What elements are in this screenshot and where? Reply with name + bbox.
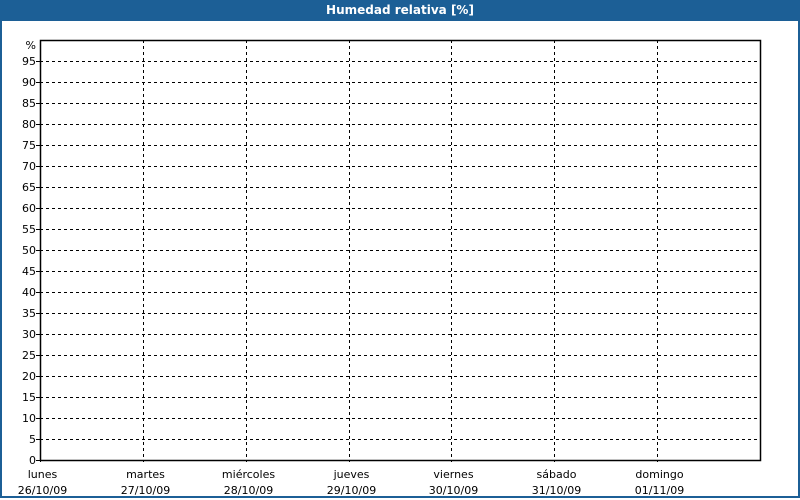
y-tick-label: 65 [22, 181, 36, 194]
y-tick-label: 85 [22, 97, 36, 110]
y-tick-label: 25 [22, 349, 36, 362]
x-tick-day-label: jueves [333, 468, 370, 481]
x-tick-day-label: lunes [28, 468, 58, 481]
y-tick-label: 15 [22, 391, 36, 404]
y-tick-label: 30 [22, 328, 36, 341]
y-tick-label: 60 [22, 202, 36, 215]
y-tick-label: 5 [29, 433, 36, 446]
x-tick-date-label: 26/10/09 [18, 484, 67, 497]
x-tick-day-label: miércoles [222, 468, 275, 481]
y-tick-label: 40 [22, 286, 36, 299]
plot-frame [39, 39, 762, 462]
y-tick-label: 20 [22, 370, 36, 383]
y-tick-label: 70 [22, 160, 36, 173]
x-tick-date-label: 30/10/09 [429, 484, 478, 497]
y-tick-label: 95 [22, 55, 36, 68]
y-tick-label: 45 [22, 265, 36, 278]
y-axis-label: % [26, 39, 36, 52]
x-tick-day-label: domingo [635, 468, 683, 481]
x-tick-day-label: sábado [537, 468, 577, 481]
y-tick-label: 80 [22, 118, 36, 131]
y-tick-label: 35 [22, 307, 36, 320]
x-tick-day-label: viernes [433, 468, 473, 481]
x-tick-day-label: martes [126, 468, 165, 481]
y-tick-label: 90 [22, 76, 36, 89]
y-tick-label: 75 [22, 139, 36, 152]
y-tick-label: 55 [22, 223, 36, 236]
x-tick-date-label: 28/10/09 [224, 484, 273, 497]
y-tick-label: 10 [22, 412, 36, 425]
y-tick-label: 50 [22, 244, 36, 257]
chart-title: Humedad relativa [%] [0, 0, 800, 21]
x-tick-date-label: 29/10/09 [327, 484, 376, 497]
x-tick-date-label: 27/10/09 [121, 484, 170, 497]
x-tick-date-label: 01/11/09 [635, 484, 684, 497]
x-tick-date-label: 31/10/09 [532, 484, 581, 497]
y-tick-label: 0 [29, 454, 36, 467]
